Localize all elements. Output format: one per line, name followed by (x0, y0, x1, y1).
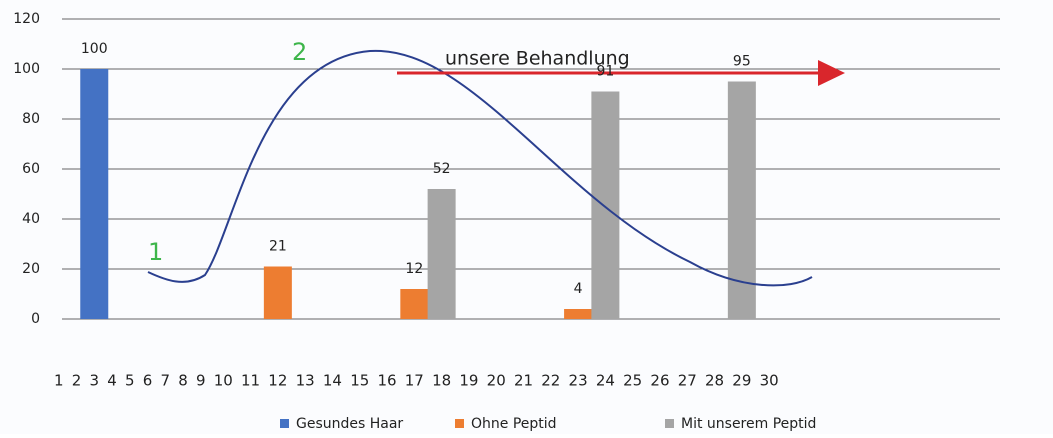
value-label: 4 (574, 281, 583, 297)
x-tick-label: 13 (296, 372, 315, 390)
x-tick-label: 22 (541, 372, 560, 390)
x-tick-label: 27 (678, 372, 697, 390)
y-tick-label: 20 (22, 261, 40, 277)
y-tick-label: 0 (31, 311, 40, 327)
bar (264, 267, 292, 320)
x-tick-label: 19 (459, 372, 478, 390)
x-tick-label: 10 (214, 372, 233, 390)
x-tick-label: 20 (487, 372, 506, 390)
value-label: 12 (405, 261, 423, 277)
x-tick-label: 9 (196, 372, 206, 390)
x-tick-label: 5 (125, 372, 135, 390)
bar (400, 289, 428, 319)
x-tick-label: 4 (107, 372, 117, 390)
x-tick-label: 1 (54, 372, 64, 390)
bar (564, 309, 592, 319)
legend-label: Ohne Peptid (471, 416, 557, 432)
annotation: 1 (148, 238, 163, 266)
x-tick-label: 24 (596, 372, 615, 390)
value-label: 100 (81, 41, 108, 57)
value-label: 91 (596, 64, 614, 80)
x-tick-label: 16 (377, 372, 396, 390)
bar (80, 69, 108, 319)
bar (428, 189, 456, 319)
y-tick-label: 40 (22, 211, 40, 227)
legend-label: Gesundes Haar (296, 416, 403, 432)
x-tick-label: 30 (760, 372, 779, 390)
legend-label: Mit unserem Peptid (681, 416, 816, 432)
x-tick-label: 15 (350, 372, 369, 390)
value-label: 52 (433, 161, 451, 177)
x-tick-label: 23 (569, 372, 588, 390)
legend-swatch (455, 419, 464, 428)
y-tick-label: 100 (13, 61, 40, 77)
y-tick-label: 120 (13, 11, 40, 27)
legend-swatch (665, 419, 674, 428)
x-tick-label: 17 (405, 372, 424, 390)
y-tick-label: 60 (22, 161, 40, 177)
x-tick-label: 18 (432, 372, 451, 390)
chart: 1 2 unsere Behandlung 020406080100120123… (0, 0, 1053, 434)
value-label: 95 (733, 54, 751, 70)
x-tick-label: 26 (650, 372, 669, 390)
x-tick-label: 3 (89, 372, 99, 390)
annotation: 2 (292, 38, 307, 66)
x-tick-label: 12 (268, 372, 287, 390)
x-tick-label: 8 (178, 372, 188, 390)
x-tick-label: 29 (732, 372, 751, 390)
x-tick-label: 11 (241, 372, 260, 390)
x-tick-label: 25 (623, 372, 642, 390)
legend-swatch (280, 419, 289, 428)
bar (591, 92, 619, 320)
x-tick-label: 14 (323, 372, 342, 390)
value-label: 21 (269, 239, 287, 255)
x-tick-label: 7 (160, 372, 170, 390)
y-tick-label: 80 (22, 111, 40, 127)
x-tick-label: 21 (514, 372, 533, 390)
x-tick-label: 2 (72, 372, 82, 390)
x-tick-label: 28 (705, 372, 724, 390)
x-tick-label: 6 (143, 372, 153, 390)
